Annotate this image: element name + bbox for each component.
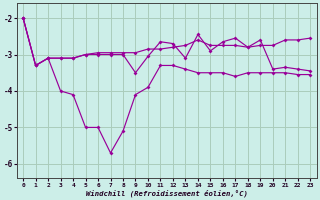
- X-axis label: Windchill (Refroidissement éolien,°C): Windchill (Refroidissement éolien,°C): [86, 189, 248, 197]
